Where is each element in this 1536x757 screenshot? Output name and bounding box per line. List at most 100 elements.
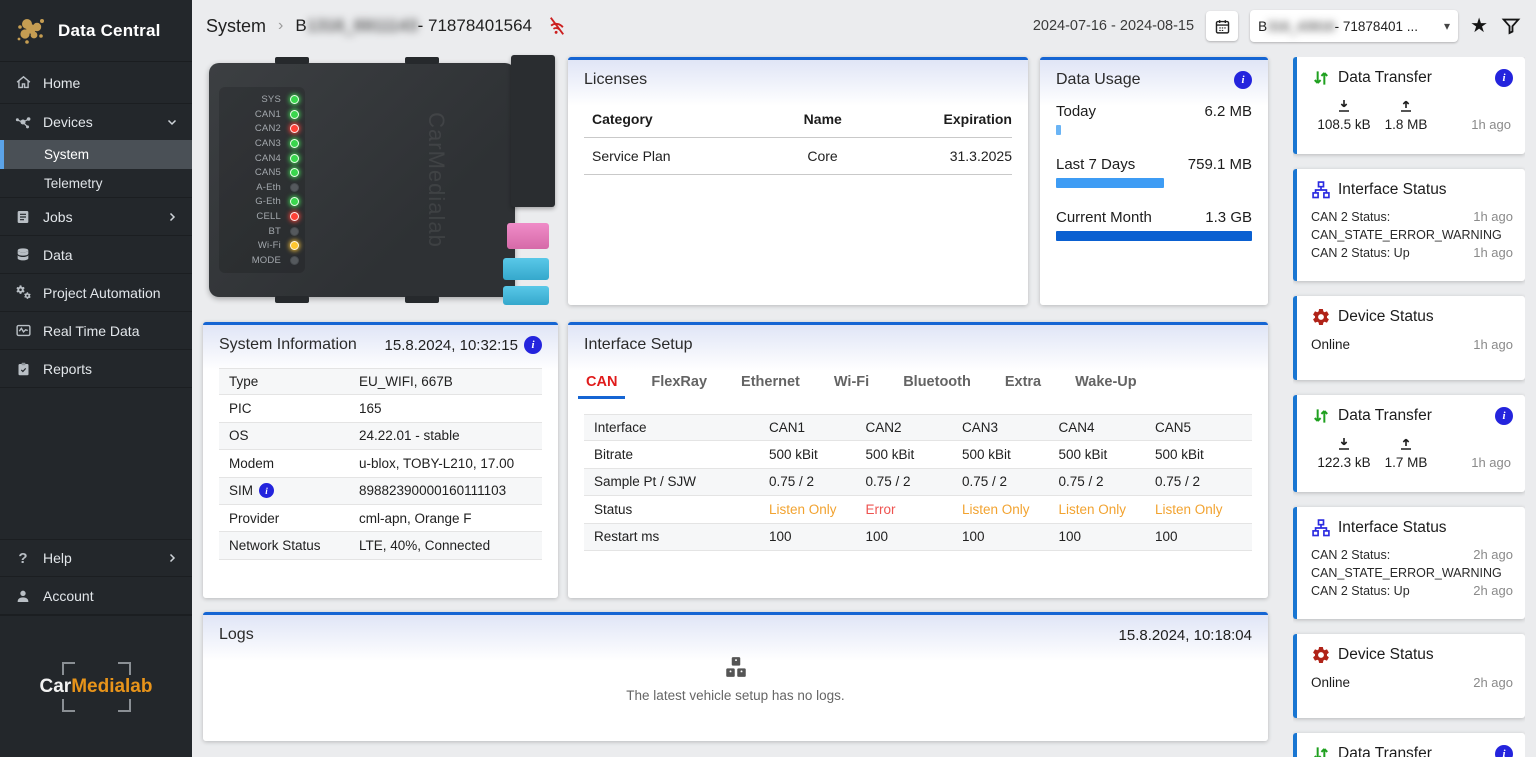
sidebar-item-account[interactable]: Account xyxy=(0,577,192,615)
upload-value: 1.8 MB xyxy=(1384,117,1428,132)
row-label: SIM xyxy=(229,483,254,499)
sidebar-item-help[interactable]: ? Help xyxy=(0,539,192,577)
breadcrumb-system[interactable]: System xyxy=(206,15,267,36)
activity-card-data-transfer[interactable]: Data Transfer 108.5 kB 1.8 MB 1h ago xyxy=(1293,57,1525,154)
info-icon[interactable] xyxy=(259,483,275,499)
usage-value: 6.2 MB xyxy=(1204,103,1252,120)
download-value: 122.3 kB xyxy=(1317,455,1371,470)
activity-feed: Data Transfer 108.5 kB 1.8 MB 1h ago xyxy=(1293,57,1525,757)
app-logo[interactable]: Data Central xyxy=(0,0,192,62)
led-label: CAN1 xyxy=(254,108,281,120)
cell: 100 xyxy=(962,529,985,545)
cell: 500 kBit xyxy=(769,447,818,463)
tab-can[interactable]: CAN xyxy=(577,368,626,399)
usage-current-month: Current Month 1.3 GB xyxy=(1056,209,1252,241)
cell: 0.75 / 2 xyxy=(1058,474,1104,490)
help-icon: ? xyxy=(18,549,28,567)
device-watermark: CarMedialab xyxy=(424,112,449,248)
activity-card-data-transfer[interactable]: Data Transfer xyxy=(1293,733,1525,757)
activity-card-device-status[interactable]: Device Status Online 1h ago xyxy=(1293,296,1525,380)
cell: CAN3 xyxy=(962,420,999,436)
led-a-eth xyxy=(290,182,299,192)
download-icon xyxy=(1339,100,1349,112)
device-body: SYS CAN1 CAN2 CAN3 CAN4 CAN5 A-Eth G-Eth… xyxy=(209,57,515,303)
status-line: CAN_STATE_ERROR_WARNING xyxy=(1311,228,1502,242)
clipboard-icon xyxy=(14,360,32,378)
activity-card-device-status[interactable]: Device Status Online 2h ago xyxy=(1293,634,1525,718)
row-value: 24.22.01 - stable xyxy=(359,428,460,444)
sidebar-item-data[interactable]: Data xyxy=(0,236,192,274)
favorite-star-button[interactable] xyxy=(1470,16,1488,36)
calendar-icon xyxy=(1215,19,1229,34)
tab-ethernet[interactable]: Ethernet xyxy=(741,374,800,390)
cell: CAN1 xyxy=(769,420,806,436)
cell: CAN5 xyxy=(1155,420,1192,436)
activity-card-interface-status[interactable]: Interface Status CAN 2 Status: 1h ago CAN… xyxy=(1293,169,1525,281)
led-wifi xyxy=(290,241,299,251)
sidebar-item-home[interactable]: Home xyxy=(0,62,192,104)
row-label: Provider xyxy=(229,510,280,526)
table-row: SIM 89882390000160111103 xyxy=(219,477,542,505)
info-icon[interactable] xyxy=(1495,69,1513,87)
table-row: Interface CAN1 CAN2 CAN3 CAN4 CAN5 xyxy=(584,414,1252,442)
row-label: Interface xyxy=(594,420,647,436)
device-name-redacted: 1316_6911143 xyxy=(306,16,418,35)
info-icon[interactable] xyxy=(524,336,542,354)
cell: 500 kBit xyxy=(1058,447,1108,463)
card-title: Interface Status xyxy=(1338,181,1447,198)
card-title: Data Transfer xyxy=(1338,69,1432,86)
devices-icon xyxy=(14,113,32,131)
table-row: OS 24.22.01 - stable xyxy=(219,422,542,451)
can-setup-table: Interface CAN1 CAN2 CAN3 CAN4 CAN5 Bitra… xyxy=(584,414,1252,551)
download-value: 108.5 kB xyxy=(1317,117,1371,132)
tab-extra[interactable]: Extra xyxy=(1004,374,1042,390)
device-connector-block xyxy=(511,55,555,207)
time-ago: 1h ago xyxy=(1471,117,1511,132)
sidebar-item-system[interactable]: System xyxy=(0,140,192,169)
license-expiration: 31.3.2025 xyxy=(949,148,1012,164)
time-ago: 2h ago xyxy=(1473,675,1513,690)
home-icon xyxy=(14,74,32,92)
row-value: 165 xyxy=(359,401,382,417)
sidebar-item-reports[interactable]: Reports xyxy=(0,350,192,388)
cell: 100 xyxy=(769,529,792,545)
row-label: Sample Pt / SJW xyxy=(594,474,697,490)
sidebar-item-real-time-data[interactable]: Real Time Data xyxy=(0,312,192,350)
led-label: SYS xyxy=(261,94,281,105)
data-central-logo-icon xyxy=(17,18,44,44)
row-label: Type xyxy=(229,374,259,390)
status-line: CAN 2 Status: xyxy=(1311,548,1391,562)
device-select-dropdown[interactable]: B 316_43916 - 71878401 ... xyxy=(1250,10,1459,42)
info-icon[interactable] xyxy=(1234,71,1252,89)
carmedialab-brand: CarMedialab xyxy=(0,615,192,757)
card-title: System Information xyxy=(219,336,357,353)
sidebar-item-label: Reports xyxy=(43,360,93,377)
activity-card-data-transfer[interactable]: Data Transfer 122.3 kB 1.7 MB 1h ago xyxy=(1293,395,1525,492)
sidebar-item-jobs[interactable]: Jobs xyxy=(0,198,192,236)
calendar-button[interactable] xyxy=(1206,11,1239,41)
activity-card-interface-status[interactable]: Interface Status CAN 2 Status: 2h ago CAN… xyxy=(1293,507,1525,619)
connection-off-icon xyxy=(550,17,564,35)
led-label: MODE xyxy=(251,254,281,266)
sidebar-item-telemetry[interactable]: Telemetry xyxy=(0,169,192,198)
cell: CAN2 xyxy=(865,420,902,436)
tab-wake-up[interactable]: Wake-Up xyxy=(1075,374,1137,390)
sidebar-item-project-automation[interactable]: Project Automation xyxy=(0,274,192,312)
status-cell: Listen Only xyxy=(1155,501,1223,517)
usage-label: Current Month xyxy=(1056,209,1152,226)
data-transfer-icon xyxy=(1314,747,1328,757)
led-mode xyxy=(290,255,299,265)
led-label: CAN4 xyxy=(254,152,281,164)
filter-funnel-button[interactable] xyxy=(1500,15,1522,37)
tab-wifi[interactable]: Wi-Fi xyxy=(833,374,870,390)
tab-bluetooth[interactable]: Bluetooth xyxy=(903,374,971,390)
sidebar-item-devices[interactable]: Devices xyxy=(0,104,192,140)
date-range: 2024-07-16 - 2024-08-15 xyxy=(1032,18,1195,34)
info-icon[interactable] xyxy=(1495,407,1513,425)
column-header: Name xyxy=(803,111,842,127)
upload-value: 1.7 MB xyxy=(1384,455,1428,470)
tab-flexray[interactable]: FlexRay xyxy=(651,374,708,390)
account-icon xyxy=(14,587,32,605)
table-row-status: Status Listen Only Error Listen Only Lis… xyxy=(584,496,1252,524)
info-icon[interactable] xyxy=(1495,745,1513,757)
